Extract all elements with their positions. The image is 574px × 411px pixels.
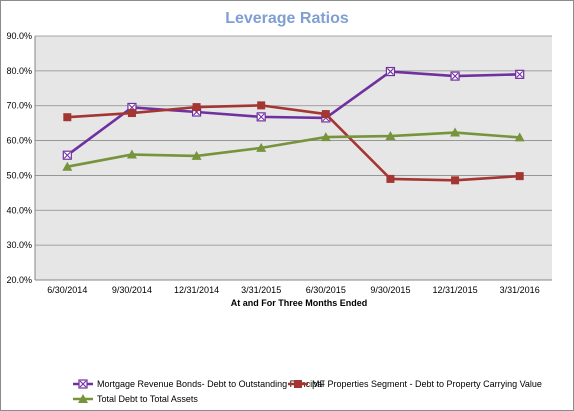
legend-label-3: Total Debt to Total Assets [97, 394, 198, 404]
y-tick-label: 80.0% [6, 66, 32, 76]
y-tick-label: 50.0% [6, 170, 32, 180]
legend-label-1: Mortgage Revenue Bonds- Debt to Outstand… [97, 379, 324, 389]
y-tick-label: 30.0% [6, 240, 32, 250]
x-tick-label: 12/31/2015 [433, 285, 478, 295]
x-tick-label: 3/31/2015 [241, 285, 281, 295]
y-tick-label: 40.0% [6, 205, 32, 215]
series-3-point [191, 150, 202, 160]
series-2-point [63, 113, 72, 122]
series-2-line [67, 104, 520, 182]
x-axis-ticks: 6/30/2014 9/30/2014 12/31/2014 3/31/2015 6/3… [47, 285, 539, 295]
series-3-point [450, 127, 461, 137]
series-2-point [127, 109, 136, 118]
x-tick-label: 9/30/2014 [112, 285, 152, 295]
series-3-point [62, 161, 73, 171]
series-1-point [256, 112, 266, 122]
series-2 [63, 101, 524, 185]
series-1-point [515, 69, 525, 79]
x-tick-label: 9/30/2015 [370, 285, 410, 295]
y-tick-label: 60.0% [6, 136, 32, 146]
series-3-point [256, 142, 267, 152]
series-2-point [257, 101, 266, 110]
series-1-line [66, 70, 520, 157]
legend-entry-3: Total Debt to Total Assets [73, 394, 198, 404]
y-tick-label: 70.0% [6, 101, 32, 111]
y-tick-label: 90.0% [6, 31, 32, 41]
x-tick-label: 12/31/2014 [174, 285, 219, 295]
legend-entry-1: Mortgage Revenue Bonds- Debt to Outstand… [73, 379, 324, 389]
y-axis-ticks: 20.0% 30.0% 40.0% 50.0% 60.0% 70.0% 80.0% 90.0% [6, 31, 32, 285]
series-group [62, 66, 525, 185]
x-axis-label: At and For Three Months Ended [231, 298, 368, 308]
x-tick-label: 6/30/2015 [306, 285, 346, 295]
x-tick-label: 6/30/2014 [47, 285, 87, 295]
y-tick-label: 20.0% [6, 275, 32, 285]
series-1-point [385, 66, 396, 77]
legend-marker-1 [78, 379, 88, 389]
series-2-point [515, 172, 524, 181]
series-2-point [451, 176, 460, 185]
series-3-point [126, 149, 137, 159]
series-3-line [67, 131, 520, 168]
series-2-point [321, 110, 330, 119]
legend-label-2: MF Properties Segment - Debt to Property… [312, 379, 542, 389]
legend: Mortgage Revenue Bonds- Debt to Outstand… [73, 379, 542, 404]
legend-entry-2: MF Properties Segment - Debt to Property… [288, 379, 542, 389]
series-1-point [450, 71, 460, 81]
series-3 [62, 127, 525, 171]
axes [34, 36, 552, 281]
legend-marker-3 [78, 394, 88, 403]
series-1-point [62, 150, 72, 160]
series-2-point [192, 103, 201, 112]
series-3-point [320, 132, 331, 142]
x-tick-label: 3/31/2016 [500, 285, 540, 295]
series-3-point [514, 132, 525, 142]
series-3-point [385, 131, 396, 141]
chart-title: Leverage Ratios [225, 10, 349, 27]
series-2-point [386, 174, 395, 183]
legend-marker-2 [294, 380, 302, 388]
